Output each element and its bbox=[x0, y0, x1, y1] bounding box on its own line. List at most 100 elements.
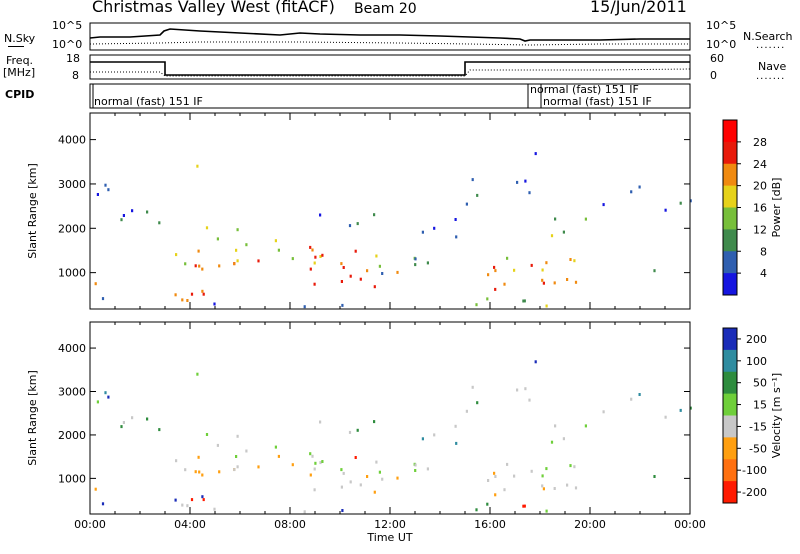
echo-cell bbox=[454, 218, 457, 221]
echo-cell bbox=[426, 261, 429, 265]
echo-cell bbox=[584, 424, 587, 428]
nsky-tick-bottom: 10^0 bbox=[52, 38, 83, 51]
echo-cell bbox=[545, 261, 548, 265]
echo-cell bbox=[653, 475, 656, 478]
echo-cell bbox=[196, 372, 199, 376]
echo-cell bbox=[541, 474, 544, 478]
echo-cell bbox=[523, 299, 526, 303]
echo-cell bbox=[94, 487, 97, 491]
echo-cell bbox=[550, 234, 554, 238]
nsky-underline bbox=[8, 46, 24, 47]
y-axis-label: Slant Range [km] bbox=[26, 163, 39, 259]
echo-cell bbox=[545, 304, 548, 308]
power-colorbar: 4 8 12 16 20 24 28 Power [dB] bbox=[722, 119, 783, 296]
echo-cell bbox=[233, 468, 236, 472]
echo-cell bbox=[516, 180, 519, 184]
echo-cell bbox=[309, 452, 312, 456]
echo-cell bbox=[277, 248, 280, 252]
nsearch-dots: ....... bbox=[756, 40, 786, 51]
echo-cell bbox=[396, 270, 399, 274]
echo-cell bbox=[475, 508, 478, 512]
echo-cell bbox=[314, 255, 317, 259]
y-tick-label: 3000 bbox=[58, 386, 86, 399]
echo-cell bbox=[396, 476, 399, 480]
echo-cell bbox=[194, 470, 197, 474]
echo-cell bbox=[528, 191, 531, 195]
echo-cell bbox=[534, 360, 537, 364]
echo-cell bbox=[201, 495, 204, 499]
echo-cell bbox=[356, 222, 359, 226]
echo-cell bbox=[349, 480, 352, 484]
freq-tick-bottom: 8 bbox=[72, 69, 79, 82]
y-tick-label: 3000 bbox=[58, 178, 86, 191]
plot-area bbox=[90, 113, 690, 309]
echo-cell bbox=[513, 268, 516, 272]
echo-cell bbox=[476, 193, 479, 197]
echo-cell bbox=[257, 465, 260, 469]
echo-cell bbox=[201, 267, 204, 271]
echo-cell bbox=[303, 305, 306, 309]
echo-cell bbox=[503, 488, 506, 492]
echo-cell bbox=[433, 226, 436, 230]
echo-cell bbox=[664, 208, 667, 212]
echo-cell bbox=[524, 179, 527, 183]
echo-cell bbox=[414, 469, 417, 472]
echo-cell bbox=[313, 282, 316, 286]
echo-cell bbox=[235, 455, 238, 458]
cpid-label-first: normal (fast) 151 IF bbox=[94, 95, 203, 108]
echo-cell bbox=[553, 281, 556, 285]
x-tick-label: 20:00 bbox=[574, 518, 606, 531]
echo-cell bbox=[107, 395, 110, 399]
echo-cell bbox=[120, 218, 123, 222]
colorbar-swatch bbox=[723, 371, 737, 395]
freq-label-line2: [MHz] bbox=[3, 66, 36, 79]
colorbar-swatch bbox=[723, 273, 737, 296]
colorbar-tick-label: 4 bbox=[760, 267, 767, 280]
echo-cell bbox=[205, 226, 209, 230]
echo-cell bbox=[120, 425, 123, 429]
echo-cell bbox=[194, 264, 197, 268]
echo-cell bbox=[348, 430, 352, 434]
nave-trace bbox=[90, 68, 691, 77]
colorbar-tick-label: 28 bbox=[753, 136, 767, 149]
colorbar-tick-label: 20 bbox=[753, 180, 767, 193]
echo-cell bbox=[274, 239, 277, 243]
colorbar-tick-label: -200 bbox=[742, 486, 767, 499]
echo-cell bbox=[158, 428, 161, 432]
colorbar-tick-label: -100 bbox=[742, 464, 767, 477]
echo-cell bbox=[562, 230, 565, 234]
echo-cell bbox=[122, 214, 125, 217]
echo-cell bbox=[213, 507, 216, 511]
colorbar-swatch bbox=[723, 251, 737, 274]
y-tick-label: 4000 bbox=[58, 134, 86, 147]
colorbar-label: Velocity [m s⁻¹] bbox=[770, 373, 783, 458]
echo-cell bbox=[573, 259, 576, 263]
echo-cell bbox=[235, 248, 238, 252]
colorbar-swatch bbox=[723, 141, 737, 165]
echo-cell bbox=[340, 485, 343, 489]
echo-cell bbox=[679, 408, 682, 412]
echo-cell bbox=[311, 454, 314, 458]
echo-cell bbox=[218, 264, 221, 268]
echo-cell bbox=[522, 504, 525, 508]
echo-cell bbox=[553, 487, 556, 490]
echo-cell bbox=[494, 287, 497, 291]
nave-tick-bottom: 0 bbox=[710, 69, 717, 82]
colorbar-tick-label: 8 bbox=[760, 245, 767, 258]
echo-cell bbox=[602, 203, 605, 207]
velocity-colorbar: 200 100 50 15 -15 -50 -100 -200 Velocity [m s⁻¹] bbox=[722, 327, 783, 504]
echo-cell bbox=[530, 263, 533, 267]
echo-cell bbox=[274, 445, 277, 449]
echo-cell bbox=[342, 266, 345, 269]
echo-cell bbox=[236, 465, 239, 469]
echo-cell bbox=[131, 416, 134, 420]
x-tick-label: 16:00 bbox=[474, 518, 506, 531]
echo-cell bbox=[513, 474, 516, 478]
colorbar-tick-label: -50 bbox=[749, 442, 767, 455]
echo-cell bbox=[414, 257, 417, 261]
echo-cell bbox=[566, 278, 569, 281]
echo-cell bbox=[493, 471, 496, 475]
colorbar-swatch bbox=[723, 185, 737, 208]
echo-cell bbox=[340, 280, 343, 283]
echo-cell bbox=[348, 224, 352, 228]
